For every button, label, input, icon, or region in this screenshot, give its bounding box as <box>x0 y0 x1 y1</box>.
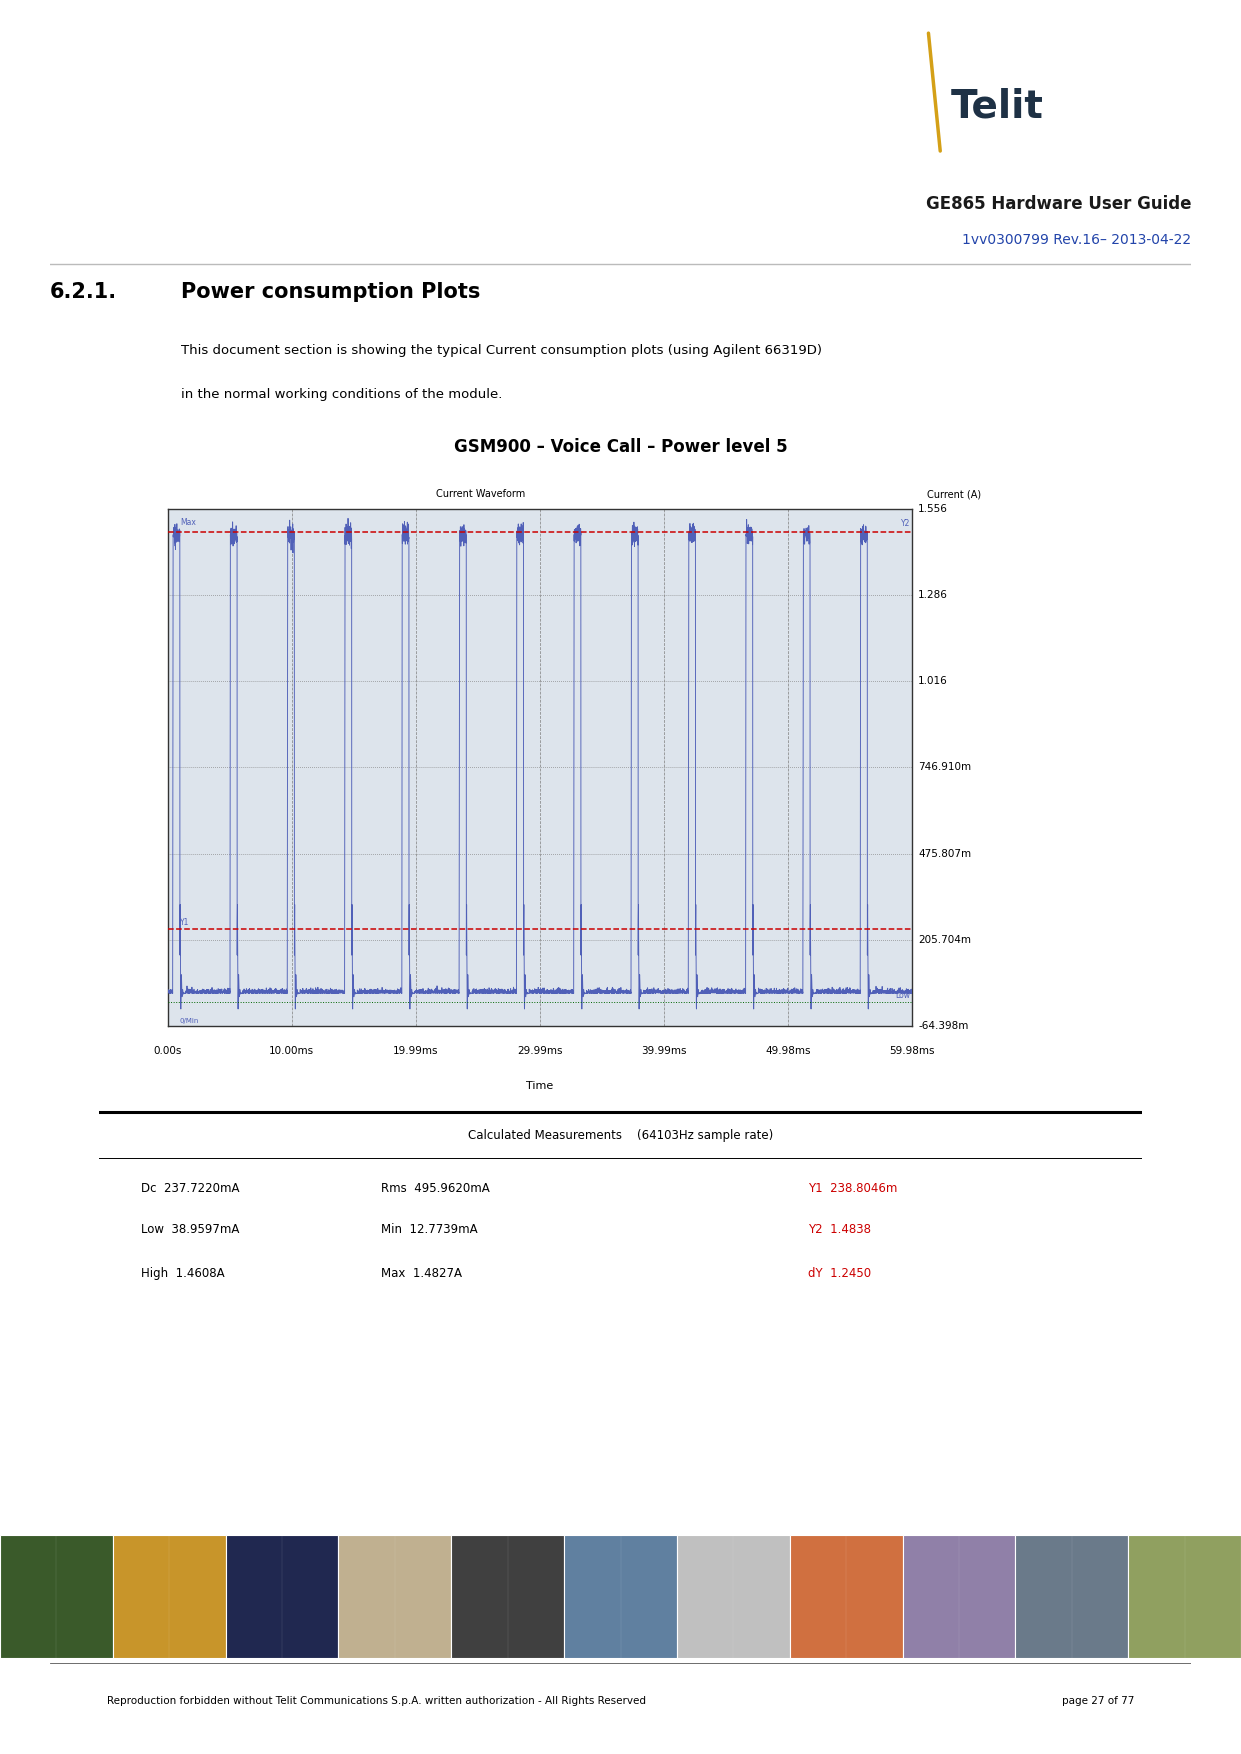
Bar <box>789 1535 902 1658</box>
Text: 19.99ms: 19.99ms <box>393 1045 438 1056</box>
Text: 0/Min: 0/Min <box>180 1019 200 1024</box>
Text: Max: Max <box>180 517 196 526</box>
Text: Current Waveform: Current Waveform <box>436 489 525 500</box>
Text: Calculated Measurements    (64103Hz sample rate): Calculated Measurements (64103Hz sample … <box>468 1130 773 1142</box>
Text: Max  1.4827A: Max 1.4827A <box>381 1266 462 1280</box>
Bar <box>902 1535 1015 1658</box>
Text: High  1.4608A: High 1.4608A <box>141 1266 225 1280</box>
Text: 59.98ms: 59.98ms <box>890 1045 934 1056</box>
Text: Telit: Telit <box>951 88 1044 126</box>
Text: Y2  1.4838: Y2 1.4838 <box>808 1223 871 1237</box>
Text: dY  1.2450: dY 1.2450 <box>808 1266 871 1280</box>
Bar <box>676 1535 789 1658</box>
Text: Current (A): Current (A) <box>927 489 982 500</box>
Text: Rms  495.9620mA: Rms 495.9620mA <box>381 1182 489 1194</box>
Bar <box>1128 1535 1241 1658</box>
Text: 0.00s: 0.00s <box>154 1045 181 1056</box>
Text: 29.99ms: 29.99ms <box>517 1045 562 1056</box>
Text: 1.286: 1.286 <box>918 589 948 600</box>
Text: page 27 of 77: page 27 of 77 <box>1062 1696 1134 1707</box>
Text: Time: Time <box>526 1080 553 1091</box>
Text: 6.2.1.: 6.2.1. <box>50 282 117 302</box>
Text: Low: Low <box>896 991 911 1000</box>
Bar <box>565 1535 676 1658</box>
Bar <box>226 1535 339 1658</box>
Text: Reproduction forbidden without Telit Communications S.p.A. written authorization: Reproduction forbidden without Telit Com… <box>107 1696 645 1707</box>
Text: Y2: Y2 <box>901 519 911 528</box>
Text: 10.00ms: 10.00ms <box>269 1045 314 1056</box>
Text: 1.556: 1.556 <box>918 503 948 514</box>
Bar <box>1015 1535 1128 1658</box>
Text: Low  38.9597mA: Low 38.9597mA <box>141 1223 240 1237</box>
Text: 1.016: 1.016 <box>918 675 948 686</box>
Text: 49.98ms: 49.98ms <box>766 1045 810 1056</box>
Text: Y1  238.8046m: Y1 238.8046m <box>808 1182 897 1194</box>
Text: 39.99ms: 39.99ms <box>642 1045 686 1056</box>
Text: This document section is showing the typical Current consumption plots (using Ag: This document section is showing the typ… <box>181 344 822 358</box>
Text: 205.704m: 205.704m <box>918 935 972 945</box>
Bar <box>113 1535 226 1658</box>
Text: in the normal working conditions of the module.: in the normal working conditions of the … <box>181 388 503 400</box>
Text: Power consumption Plots: Power consumption Plots <box>181 282 480 302</box>
Text: GSM900 – Voice Call – Power level 5: GSM900 – Voice Call – Power level 5 <box>454 438 787 456</box>
Bar <box>0 1535 113 1658</box>
Text: GE865 Hardware User Guide: GE865 Hardware User Guide <box>926 195 1191 212</box>
Text: wireless
solutions: wireless solutions <box>1101 89 1173 123</box>
Text: Dc  237.7220mA: Dc 237.7220mA <box>141 1182 240 1194</box>
Bar <box>452 1535 565 1658</box>
Text: -64.398m: -64.398m <box>918 1021 968 1031</box>
Text: 1vv0300799 Rev.16– 2013-04-22: 1vv0300799 Rev.16– 2013-04-22 <box>962 233 1191 247</box>
Bar <box>339 1535 452 1658</box>
Text: 746.910m: 746.910m <box>918 761 972 772</box>
Text: Y1: Y1 <box>180 917 190 926</box>
Text: Min  12.7739mA: Min 12.7739mA <box>381 1223 478 1237</box>
Text: 475.807m: 475.807m <box>918 849 972 859</box>
